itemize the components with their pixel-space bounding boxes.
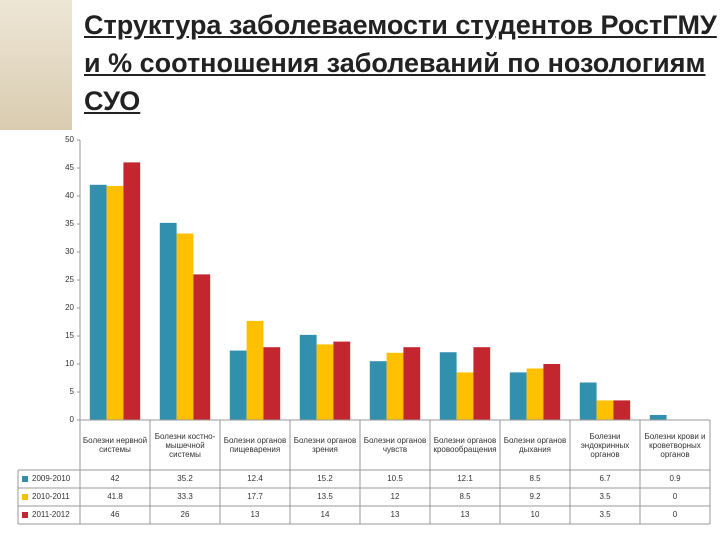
y-tick-label: 20 [65,303,74,312]
y-tick-label: 25 [65,275,74,284]
category-label: Болезни органов дыхания [503,436,567,454]
bar [526,368,544,420]
bar [176,233,194,420]
bar [386,352,404,420]
table-value: 3.5 [599,510,611,519]
table-value: 41.8 [107,492,123,501]
table-value: 13 [251,510,260,519]
bar [246,320,264,420]
bar [193,274,211,420]
bar [106,185,124,420]
bar [123,162,141,420]
slide-title: Структура заболеваемости студентов РостГ… [84,6,720,120]
category-label: Болезни органов пищеварения [223,436,287,454]
y-tick-label: 40 [65,191,74,200]
table-value: 10.5 [387,474,403,483]
bar [263,347,281,420]
table-value: 0 [673,510,678,519]
category-label-box: Болезни органов чувств [363,436,427,454]
bar [456,372,474,420]
bar [333,341,351,420]
table-value: 8.5 [529,474,541,483]
legend-key [22,476,28,482]
bar [229,350,247,420]
bar [439,352,457,420]
table-value: 9.2 [529,492,541,501]
table-value: 13.5 [317,492,333,501]
bar [369,361,387,420]
category-label-box: Болезни органов пищеварения [223,436,287,454]
y-tick-label: 50 [65,135,74,144]
category-label-box: Болезни нервной системы [82,436,148,454]
title-text: Структура заболеваемости студентов РостГ… [84,10,717,116]
category-label: Болезни костно-мышечной системы [154,431,216,459]
table-value: 33.3 [177,492,193,501]
table-value: 8.5 [459,492,471,501]
table-value: 0.9 [669,474,681,483]
legend-label: 2009-2010 [32,474,71,483]
bar [509,372,527,420]
category-label-box: Болезни эндокринных органов [580,431,630,459]
category-label: Болезни нервной системы [82,436,148,454]
table-value: 3.5 [599,492,611,501]
table-value: 15.2 [317,474,333,483]
table-value: 13 [461,510,470,519]
bar [649,414,667,420]
y-tick-label: 0 [70,415,75,424]
bar [473,347,491,420]
y-tick-label: 15 [65,331,74,340]
table-value: 17.7 [247,492,263,501]
category-label: Болезни эндокринных органов [580,431,630,459]
y-tick-label: 30 [65,247,74,256]
y-tick-label: 45 [65,163,74,172]
table-value: 12.1 [457,474,473,483]
table-value: 14 [321,510,330,519]
bar [613,400,631,420]
legend-label: 2010-2011 [32,492,70,501]
bar [316,344,334,420]
bar [89,184,107,420]
table-value: 35.2 [177,474,193,483]
category-label: Болезни органов чувств [363,436,427,454]
table-value: 0 [673,492,678,501]
y-tick-label: 35 [65,219,74,228]
legend-label: 2011-2012 [32,510,70,519]
bar [299,334,317,420]
category-label-box: Болезни органов дыхания [503,436,567,454]
category-label: Болезни органов зрения [293,436,357,454]
y-tick-label: 10 [65,359,74,368]
category-label: Болезни крови и кроветворных органов [644,431,706,459]
bar [579,382,597,420]
category-label-box: Болезни крови и кроветворных органов [644,431,706,459]
category-label-box: Болезни органов зрения [293,436,357,454]
bar [543,364,561,420]
table-value: 13 [391,510,400,519]
category-label: Болезни органов кровообращения [433,436,497,454]
bar [159,222,177,420]
category-label-box: Болезни костно-мышечной системы [154,431,216,459]
table-value: 6.7 [599,474,611,483]
legend-key [22,494,28,500]
table-value: 12.4 [247,474,263,483]
bar [403,347,421,420]
table-value: 46 [111,510,120,519]
table-value: 26 [181,510,190,519]
y-tick-label: 5 [70,387,75,396]
category-label-box: Болезни органов кровообращения [433,436,497,454]
decor-stripe [0,0,72,130]
bar [596,400,614,420]
table-value: 10 [531,510,540,519]
table-value: 12 [391,492,400,501]
table-value: 42 [111,474,120,483]
legend-key [22,512,28,518]
